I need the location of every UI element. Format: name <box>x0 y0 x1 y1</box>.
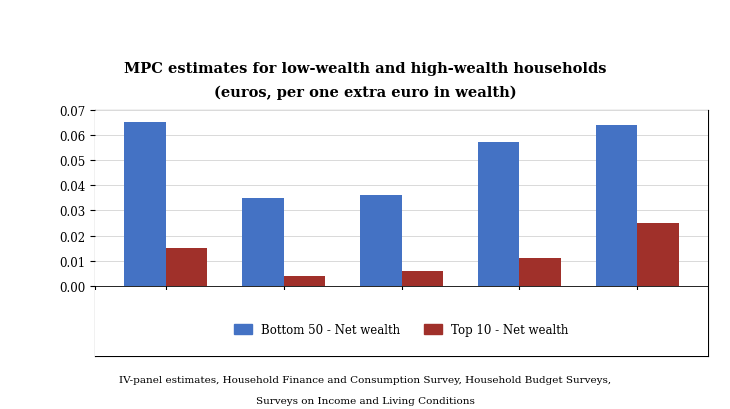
Bar <box>166 249 207 286</box>
Bar <box>520 258 561 286</box>
Bar <box>360 196 402 286</box>
Bar <box>283 276 325 286</box>
Bar <box>402 271 443 286</box>
Text: MPC estimates for low-wealth and high-wealth households: MPC estimates for low-wealth and high-we… <box>124 62 606 76</box>
Text: IV-panel estimates, Household Finance and Consumption Survey, Household Budget S: IV-panel estimates, Household Finance an… <box>119 375 611 384</box>
Bar <box>478 143 520 286</box>
Legend: Bottom 50 - Net wealth, Top 10 - Net wealth: Bottom 50 - Net wealth, Top 10 - Net wea… <box>228 317 575 342</box>
Text: (euros, per one extra euro in wealth): (euros, per one extra euro in wealth) <box>214 86 516 100</box>
Bar <box>242 198 283 286</box>
Text: Surveys on Income and Living Conditions: Surveys on Income and Living Conditions <box>255 396 474 405</box>
Bar <box>637 223 679 286</box>
Bar <box>596 126 637 286</box>
Bar <box>124 123 166 286</box>
